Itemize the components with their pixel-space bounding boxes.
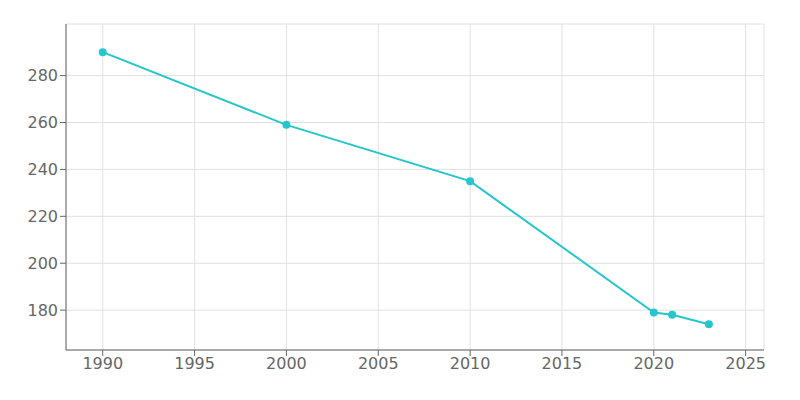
svg-text:2005: 2005 [358,354,399,373]
svg-text:2025: 2025 [725,354,766,373]
svg-text:220: 220 [27,207,58,226]
svg-text:1990: 1990 [82,354,123,373]
svg-text:280: 280 [27,66,58,85]
svg-text:1995: 1995 [174,354,215,373]
svg-text:2020: 2020 [633,354,674,373]
svg-text:2015: 2015 [542,354,583,373]
svg-text:260: 260 [27,113,58,132]
svg-text:180: 180 [27,301,58,320]
svg-text:240: 240 [27,160,58,179]
svg-text:2000: 2000 [266,354,307,373]
svg-text:200: 200 [27,254,58,273]
svg-text:2010: 2010 [450,354,491,373]
